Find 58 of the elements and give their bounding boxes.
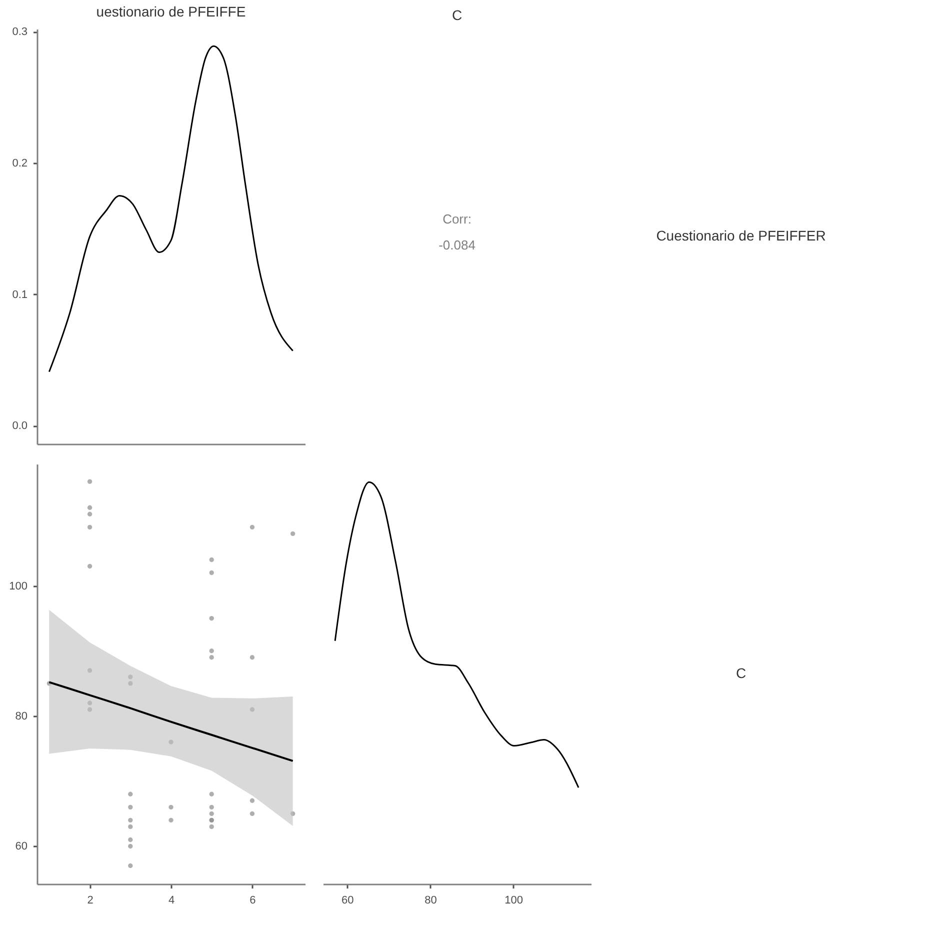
point xyxy=(87,668,92,673)
y-tick-label: 0.1 xyxy=(12,288,28,301)
point xyxy=(250,707,255,712)
point xyxy=(128,792,133,796)
chart-title: uestionario de PFEIFFE xyxy=(96,4,246,20)
point xyxy=(87,479,92,484)
point xyxy=(250,798,255,803)
point xyxy=(87,700,92,706)
point xyxy=(209,811,214,816)
point xyxy=(290,811,296,816)
point xyxy=(128,804,133,810)
x-tick-label: 60 xyxy=(341,894,354,906)
point xyxy=(128,844,133,849)
y-tick-label: 60 xyxy=(15,840,28,853)
point xyxy=(168,804,174,810)
point xyxy=(209,804,214,810)
text: Cuestionario de PFEIFFER xyxy=(656,228,826,244)
point xyxy=(128,674,133,680)
y-tick-label: 0.3 xyxy=(12,26,28,38)
y-tick-label: 0.0 xyxy=(12,420,28,432)
point xyxy=(87,564,92,569)
point xyxy=(209,818,214,823)
point xyxy=(87,524,92,530)
point xyxy=(168,740,174,744)
point xyxy=(128,824,133,830)
y-tick-label: 80 xyxy=(15,710,28,722)
point xyxy=(209,824,214,830)
point xyxy=(209,648,214,654)
point xyxy=(209,570,214,576)
point xyxy=(250,524,255,530)
y-tick-label: 0.2 xyxy=(12,157,28,170)
x-tick-label: 100 xyxy=(504,894,523,906)
point xyxy=(128,837,133,842)
point xyxy=(209,655,214,660)
x-tick-label: 2 xyxy=(87,894,94,906)
text: C xyxy=(452,7,462,23)
x-tick-label: 80 xyxy=(424,894,437,906)
line-series xyxy=(48,681,294,762)
point xyxy=(250,811,255,816)
text: -0.084 xyxy=(438,238,476,252)
point xyxy=(168,818,174,823)
line-series xyxy=(48,45,294,373)
y-tick-label: 100 xyxy=(9,580,28,592)
point xyxy=(209,792,214,796)
point xyxy=(250,655,255,660)
point xyxy=(209,557,214,562)
point xyxy=(128,681,133,686)
point xyxy=(87,505,92,510)
point xyxy=(87,707,92,712)
y2-axis-title: C xyxy=(736,665,746,681)
x-tick-label: 4 xyxy=(168,894,175,906)
point xyxy=(209,616,214,621)
point xyxy=(87,512,92,516)
text: Corr: xyxy=(442,212,472,226)
point xyxy=(290,531,296,536)
point xyxy=(128,818,133,823)
x-tick-label: 6 xyxy=(250,894,256,906)
point xyxy=(128,863,133,868)
